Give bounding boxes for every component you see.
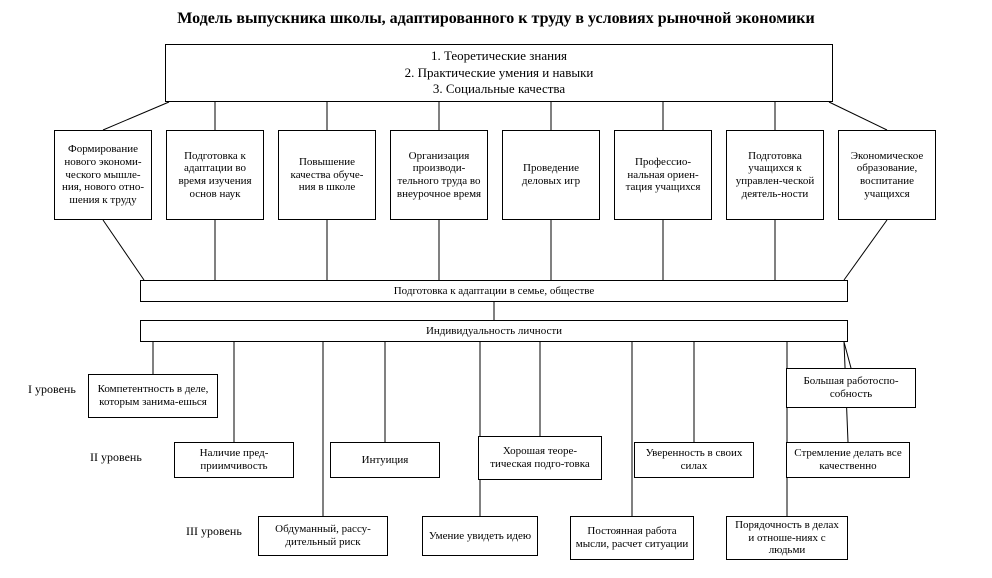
level2-box-3: Уверенность в своих силах xyxy=(634,442,754,478)
level2-box-2: Хорошая теоре-тическая подго-товка xyxy=(478,436,602,480)
family-society-adaptation-box: Подготовка к адаптации в семье, обществе xyxy=(140,280,848,302)
direction-box-1: Подготовка к адаптации во время изучения… xyxy=(166,130,264,220)
top-line-3: 3. Социальные качества xyxy=(433,81,565,96)
level3-box-3: Порядочность в делах и отноше-ниях с люд… xyxy=(726,516,848,560)
level-label-2: II уровень xyxy=(90,450,142,465)
direction-box-0: Формирование нового экономи-ческого мышл… xyxy=(54,130,152,220)
level1-box-1: Большая работоспо-собность xyxy=(786,368,916,408)
top-line-1: 1. Теоретические знания xyxy=(431,48,567,63)
level1-box-0: Компетентность в деле, которым занима-еш… xyxy=(88,374,218,418)
level3-box-2: Постоянная работа мысли, расчет ситуации xyxy=(570,516,694,560)
level2-box-0: Наличие пред-приимчивость xyxy=(174,442,294,478)
top-competencies-box: 1. Теоретические знания 2. Практические … xyxy=(165,44,833,102)
direction-box-3: Организация производи-тельного труда во … xyxy=(390,130,488,220)
direction-box-6: Подготовка учащихся к управлен-ческой де… xyxy=(726,130,824,220)
top-line-2: 2. Практические умения и навыки xyxy=(405,65,594,80)
level-label-3: III уровень xyxy=(186,524,242,539)
level3-box-1: Умение увидеть идею xyxy=(422,516,538,556)
page-title: Модель выпускника школы, адаптированного… xyxy=(0,10,992,28)
direction-box-2: Повышение качества обуче-ния в школе xyxy=(278,130,376,220)
level2-box-4: Стремление делать все качественно xyxy=(786,442,910,478)
direction-box-7: Экономическое образование, воспитание уч… xyxy=(838,130,936,220)
level3-box-0: Обдуманный, рассу-дительный риск xyxy=(258,516,388,556)
level-label-1: I уровень xyxy=(28,382,76,397)
direction-box-4: Проведение деловых игр xyxy=(502,130,600,220)
level2-box-1: Интуиция xyxy=(330,442,440,478)
individual-personality-box: Индивидуальность личности xyxy=(140,320,848,342)
direction-box-5: Профессио-нальная ориен-тация учащихся xyxy=(614,130,712,220)
